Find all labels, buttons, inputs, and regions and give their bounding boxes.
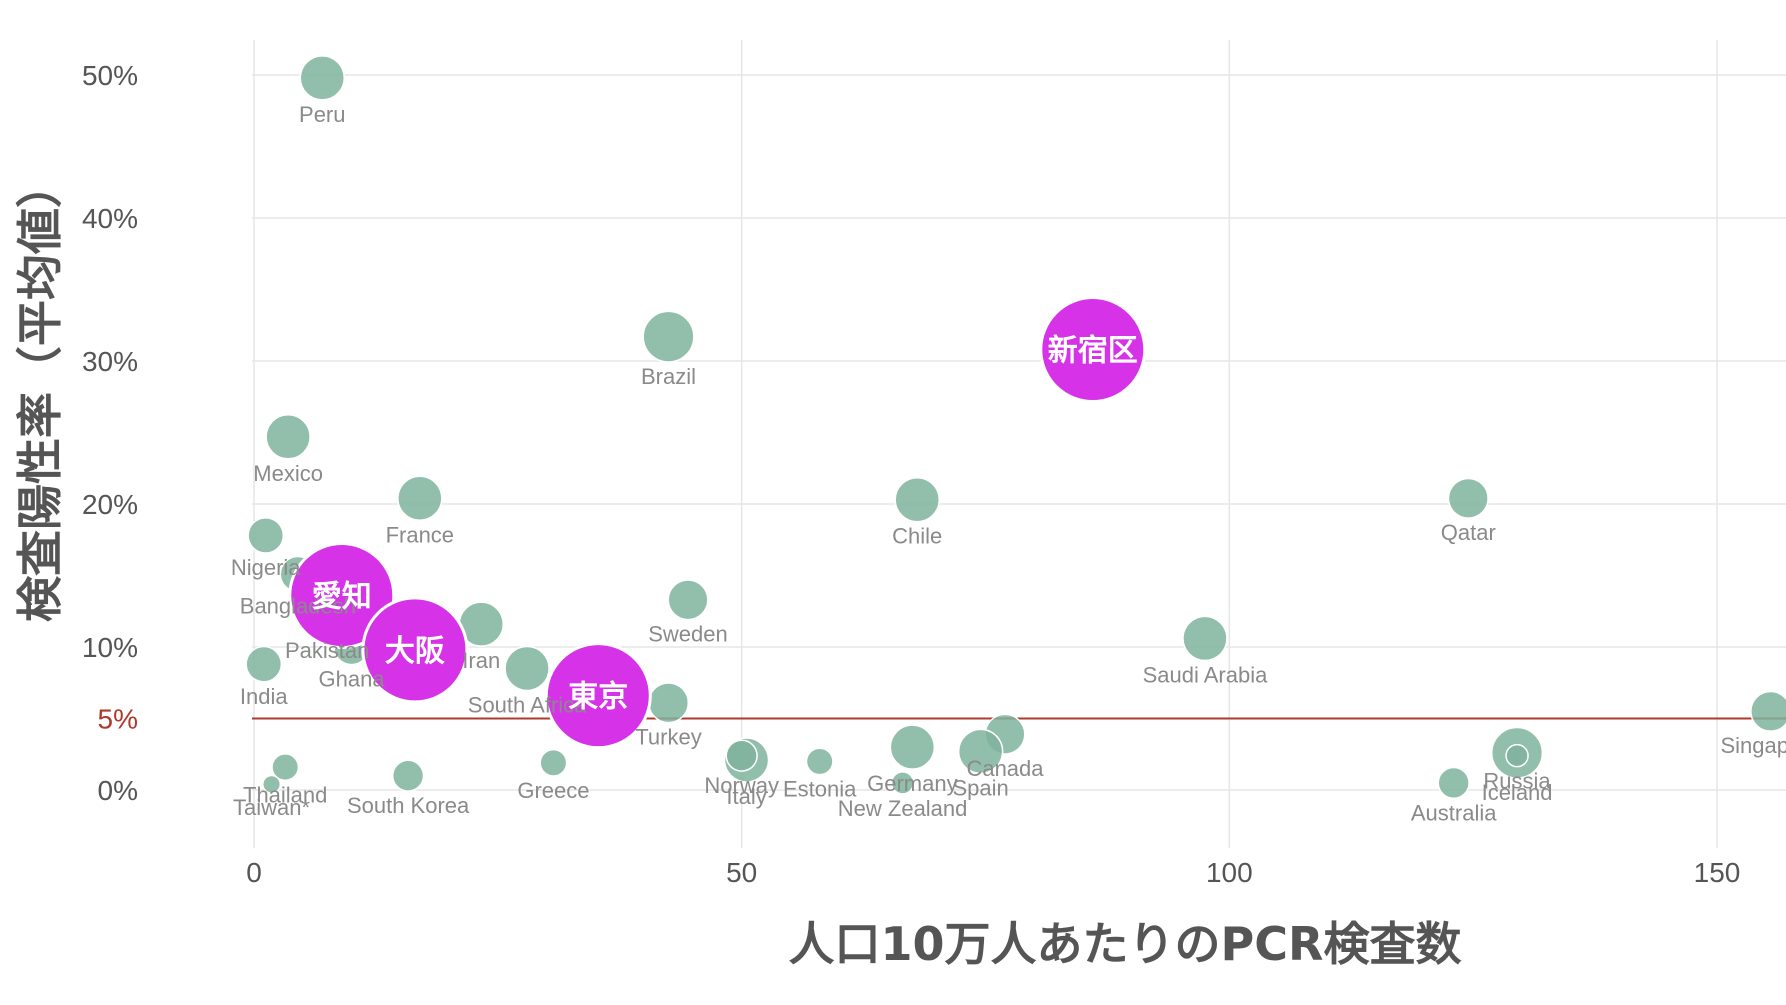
highlight-label-大阪: 大阪 <box>385 634 445 669</box>
data-point-germany <box>889 724 936 770</box>
data-label-canada: Canada <box>966 756 1044 781</box>
data-point-new-zealand <box>890 771 915 795</box>
x-tick-label: 50 <box>726 857 757 888</box>
data-label-spain: Spain <box>952 775 1008 800</box>
y-tick-label: 20% <box>82 489 138 520</box>
data-label-south-korea: South Korea <box>347 793 470 818</box>
data-label-qatar: Qatar <box>1441 520 1496 545</box>
y-tick-label: 10% <box>82 632 138 663</box>
data-label-turkey: Turkey <box>635 725 701 750</box>
data-label-russia: Russia <box>1483 769 1551 794</box>
highlight-point-新宿区 <box>1039 296 1147 404</box>
x-tick-label: 150 <box>1694 857 1741 888</box>
y-tick-label: 40% <box>82 203 138 234</box>
data-point-india <box>245 645 283 683</box>
data-point-sweden <box>667 579 709 621</box>
data-point-turkey <box>647 682 690 724</box>
data-point-greece <box>539 748 568 777</box>
data-label-iran: Iran <box>462 648 500 673</box>
data-point-singapore <box>1750 690 1786 732</box>
highlight-label-愛知: 愛知 <box>312 580 372 615</box>
data-point-saudi-arabia <box>1182 615 1228 662</box>
highlight-label-東京: 東京 <box>568 680 628 715</box>
data-label-singapore: Singapore <box>1720 733 1786 758</box>
data-point-qatar <box>1447 477 1489 519</box>
data-point-russia <box>1505 743 1529 768</box>
data-label-saudi-arabia: Saudi Arabia <box>1143 662 1269 687</box>
y-axis-title: 検査陽性率（平均値） <box>13 162 67 622</box>
data-label-france: France <box>386 522 454 547</box>
data-label-new-zealand: New Zealand <box>838 796 968 821</box>
data-label-nigeria: Nigeria <box>231 555 301 580</box>
data-label-chile: Chile <box>892 524 942 549</box>
data-point-south-korea <box>391 759 425 792</box>
data-label-norway: Norway <box>704 773 779 798</box>
data-label-india: India <box>240 684 288 709</box>
x-tick-label: 0 <box>246 857 262 888</box>
data-label-bangladesh: Bangladesh <box>240 594 356 619</box>
data-label-sweden: Sweden <box>648 622 728 647</box>
data-point-chile <box>894 476 940 523</box>
data-label-south-africa: South Africa <box>468 692 587 717</box>
data-label-thailand: Thailand <box>243 782 327 807</box>
data-label-estonia: Estonia <box>783 777 857 802</box>
y-tick-label: 0% <box>98 775 138 806</box>
data-point-australia <box>1437 766 1470 799</box>
data-point-thailand <box>271 753 300 782</box>
data-point-mexico <box>265 414 311 460</box>
y-tick-label: 50% <box>82 60 138 91</box>
data-point-south-africa <box>504 645 550 692</box>
data-label-pakistan: Pakistan <box>285 638 369 663</box>
grid-layer <box>252 40 1786 848</box>
data-point-spain <box>957 728 1004 775</box>
highlight-point-愛知 <box>288 542 396 650</box>
x-tick-label: 100 <box>1206 857 1253 888</box>
data-label-layer: Peru Brazil Mexico France Chile Qatar Nigeria B… <box>231 102 1786 825</box>
tick-label-layer: 0% 10% 20% 30% 40% 50% 0 50 100 150 5% <box>82 60 1740 888</box>
data-label-greece: Greece <box>517 778 589 803</box>
data-label-germany: Germany <box>867 771 957 796</box>
data-point-brazil <box>642 310 695 363</box>
data-label-italy: Italy <box>726 784 766 809</box>
data-point-layer <box>245 55 1786 799</box>
data-label-taiwan: Taiwan* <box>233 795 310 820</box>
data-label-brazil: Brazil <box>641 364 696 389</box>
reference-line-label: 5% <box>98 704 138 735</box>
data-point-peru <box>299 55 346 101</box>
data-label-mexico: Mexico <box>253 461 323 486</box>
data-point-taiwan <box>262 774 282 794</box>
data-label-australia: Australia <box>1411 800 1497 825</box>
highlight-point-大阪 <box>361 596 469 704</box>
y-tick-label: 30% <box>82 346 138 377</box>
data-label-ghana: Ghana <box>319 667 386 692</box>
data-label-peru: Peru <box>299 102 345 127</box>
data-point-estonia <box>805 747 834 776</box>
highlight-point-東京 <box>544 642 652 750</box>
data-point-france <box>397 475 443 522</box>
highlight-label-新宿区: 新宿区 <box>1048 334 1138 369</box>
x-axis-title: 人口10万人あたりのPCR検査数 <box>789 917 1462 971</box>
data-point-nigeria <box>247 517 285 554</box>
data-label-iceland: Iceland <box>1482 780 1553 805</box>
data-point-norway <box>725 739 758 772</box>
